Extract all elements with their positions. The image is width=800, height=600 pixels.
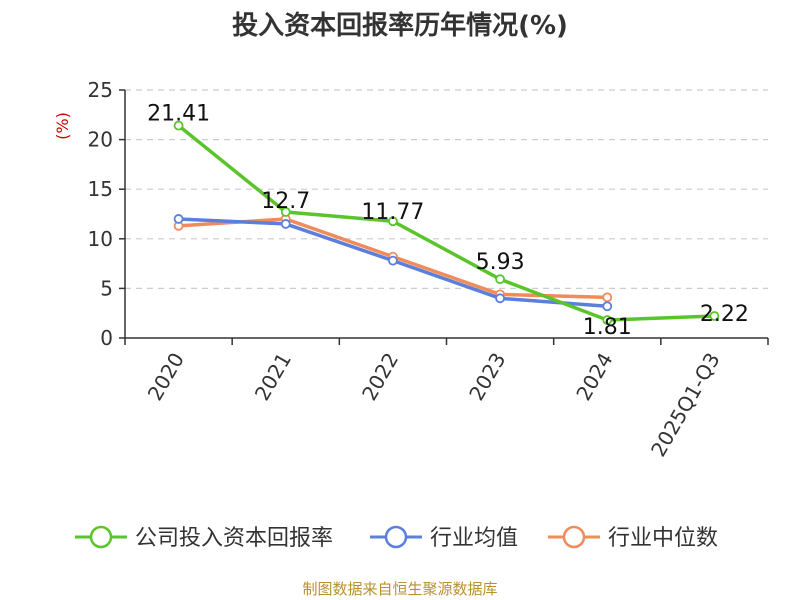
legend-swatch-marker bbox=[562, 525, 586, 549]
legend-label: 行业均值 bbox=[430, 526, 518, 551]
data-label: 2.22 bbox=[700, 302, 749, 327]
gridlines bbox=[125, 89, 768, 289]
legend-item-0[interactable]: 公司投入资本回报率 bbox=[75, 525, 333, 551]
data-point[interactable] bbox=[173, 120, 184, 131]
y-tick-label: 15 bbox=[88, 177, 113, 201]
data-label: 5.93 bbox=[476, 250, 525, 275]
y-tick-label: 5 bbox=[100, 276, 113, 300]
legend-label: 行业中位数 bbox=[608, 526, 718, 551]
y-tick-label: 25 bbox=[88, 78, 113, 102]
y-tick-label: 0 bbox=[100, 326, 113, 350]
y-tick-label: 20 bbox=[88, 128, 113, 152]
data-point[interactable] bbox=[495, 293, 505, 304]
x-tick-label: 2023 bbox=[464, 349, 510, 405]
data-point[interactable] bbox=[602, 301, 613, 312]
data-labels: 21.41 12.7 11.77 5.93 1.81 2.22 bbox=[147, 102, 749, 340]
data-point[interactable] bbox=[602, 315, 613, 325]
data-point[interactable] bbox=[280, 207, 291, 217]
data-point[interactable] bbox=[602, 292, 613, 303]
chart-title: 投入资本回报率历年情况(%) bbox=[232, 10, 568, 41]
x-tick-label: 2021 bbox=[250, 349, 296, 405]
legend-item-2[interactable]: 行业中位数 bbox=[548, 525, 718, 551]
x-tick-label: 2025Q1-Q3 bbox=[646, 349, 725, 461]
data-label: 1.81 bbox=[583, 315, 632, 340]
data-point[interactable] bbox=[173, 214, 184, 224]
legend[interactable]: 公司投入资本回报率 行业均值 行业中位数 bbox=[75, 525, 718, 551]
data-point[interactable] bbox=[388, 255, 398, 266]
y-tick-label: 10 bbox=[88, 227, 113, 251]
x-tick-label: 2022 bbox=[357, 349, 403, 405]
data-point[interactable] bbox=[709, 311, 720, 321]
legend-label: 公司投入资本回报率 bbox=[135, 526, 333, 551]
legend-item-1[interactable]: 行业均值 bbox=[370, 525, 518, 551]
data-label: 21.41 bbox=[147, 102, 210, 127]
y-unit-label: (%) bbox=[53, 112, 72, 140]
x-tick-label: 2024 bbox=[571, 349, 617, 405]
legend-swatch-marker bbox=[89, 525, 113, 549]
data-point[interactable] bbox=[388, 216, 398, 227]
source-note: 制图数据来自恒生聚源数据库 bbox=[302, 580, 497, 598]
series-lines bbox=[173, 120, 720, 325]
x-tick-label: 2020 bbox=[143, 349, 189, 405]
legend-swatch-marker bbox=[384, 525, 408, 549]
data-point[interactable] bbox=[495, 274, 505, 285]
series-line-0 bbox=[177, 124, 715, 322]
data-label: 12.7 bbox=[261, 189, 310, 214]
data-label: 11.77 bbox=[361, 200, 424, 225]
data-point[interactable] bbox=[280, 219, 291, 229]
